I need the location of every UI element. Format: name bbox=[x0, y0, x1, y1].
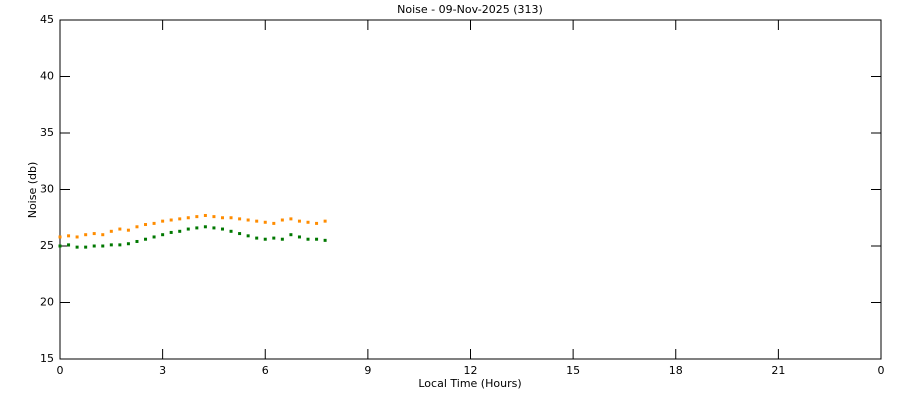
point bbox=[178, 229, 182, 233]
point bbox=[272, 236, 276, 240]
point bbox=[161, 219, 165, 223]
x-tick-label: 0 bbox=[878, 364, 885, 377]
point bbox=[135, 239, 139, 243]
point bbox=[280, 237, 284, 241]
point bbox=[92, 232, 96, 236]
point bbox=[195, 215, 199, 219]
point bbox=[67, 234, 71, 238]
point bbox=[109, 243, 113, 247]
point bbox=[92, 244, 96, 248]
x-tick-label: 18 bbox=[669, 364, 683, 377]
y-tick-label: 25 bbox=[40, 239, 54, 252]
x-tick-label: 21 bbox=[771, 364, 785, 377]
y-tick-label: 40 bbox=[40, 70, 54, 83]
point bbox=[306, 220, 310, 224]
point bbox=[195, 226, 199, 230]
point bbox=[58, 244, 62, 248]
point bbox=[126, 242, 130, 246]
x-tick-label: 6 bbox=[262, 364, 269, 377]
point bbox=[135, 225, 139, 229]
x-axis-label: Local Time (Hours) bbox=[418, 377, 521, 390]
point bbox=[169, 230, 173, 234]
point bbox=[323, 219, 327, 223]
point bbox=[289, 217, 293, 221]
point bbox=[169, 218, 173, 222]
y-tick-label: 20 bbox=[40, 296, 54, 309]
point bbox=[161, 233, 165, 237]
x-tick-label: 3 bbox=[159, 364, 166, 377]
point bbox=[75, 245, 79, 249]
point bbox=[67, 243, 71, 247]
point bbox=[220, 216, 224, 220]
point bbox=[220, 227, 224, 231]
point bbox=[152, 221, 156, 225]
x-tick-label: 15 bbox=[566, 364, 580, 377]
point bbox=[255, 236, 259, 240]
point bbox=[152, 235, 156, 239]
point bbox=[246, 218, 250, 222]
point bbox=[229, 216, 233, 220]
point bbox=[109, 229, 113, 233]
point bbox=[84, 245, 88, 249]
plot-frame bbox=[59, 19, 882, 360]
chart-title: Noise - 09-Nov-2025 (313) bbox=[397, 3, 543, 16]
point bbox=[58, 235, 62, 239]
point bbox=[101, 244, 105, 248]
point bbox=[289, 233, 293, 237]
x-tick-label: 12 bbox=[464, 364, 478, 377]
point bbox=[144, 237, 148, 241]
point bbox=[238, 217, 242, 221]
point bbox=[84, 233, 88, 237]
point bbox=[263, 237, 267, 241]
point bbox=[212, 215, 216, 219]
point bbox=[186, 216, 190, 220]
point bbox=[118, 227, 122, 231]
point bbox=[238, 232, 242, 236]
y-tick-label: 45 bbox=[40, 13, 54, 26]
point bbox=[297, 219, 301, 223]
point bbox=[323, 238, 327, 242]
y-tick-label: 35 bbox=[40, 126, 54, 139]
point bbox=[315, 221, 319, 225]
point bbox=[144, 223, 148, 227]
point bbox=[297, 235, 301, 239]
x-tick-label: 9 bbox=[364, 364, 371, 377]
point bbox=[186, 227, 190, 231]
point bbox=[212, 226, 216, 230]
y-tick-label: 15 bbox=[40, 352, 54, 365]
y-tick-label: 30 bbox=[40, 183, 54, 196]
point bbox=[229, 229, 233, 233]
point bbox=[203, 225, 207, 229]
y-axis-label: Noise (db) bbox=[26, 162, 39, 219]
point bbox=[246, 234, 250, 238]
point bbox=[101, 233, 105, 237]
point bbox=[263, 220, 267, 224]
point bbox=[306, 237, 310, 241]
x-tick-label: 0 bbox=[57, 364, 64, 377]
point bbox=[280, 218, 284, 222]
point bbox=[75, 235, 79, 239]
point bbox=[255, 219, 259, 223]
point bbox=[272, 221, 276, 225]
point bbox=[203, 213, 207, 217]
point bbox=[178, 217, 182, 221]
point bbox=[315, 237, 319, 241]
point bbox=[118, 243, 122, 247]
point bbox=[126, 228, 130, 232]
